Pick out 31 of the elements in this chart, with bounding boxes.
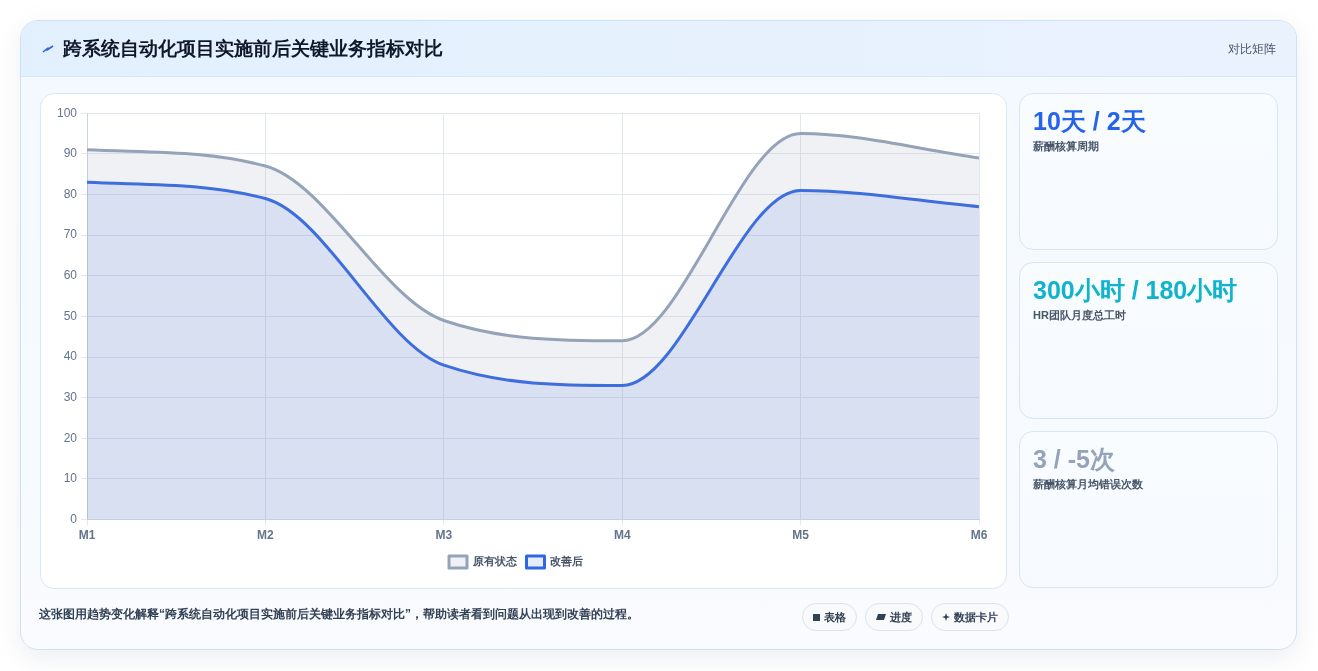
y-tick-label: 70: [63, 227, 78, 242]
chart-title: 跨系统自动化项目实施前后关键业务指标对比: [63, 37, 443, 61]
y-tick-label: 60: [63, 268, 78, 283]
x-tick-label: M1: [78, 528, 96, 543]
x-tick-label: M2: [257, 528, 275, 543]
x-tick-label: M5: [792, 528, 810, 543]
y-tick-label: 100: [56, 105, 78, 120]
text: 300小时 / 180小时: [1033, 275, 1238, 305]
text: 进度: [890, 609, 912, 625]
x-tick-label: M6: [970, 528, 988, 543]
y-tick-label: 80: [63, 186, 78, 201]
text: 薪酬核算周期: [1033, 139, 1099, 153]
y-tick-label: 30: [63, 389, 78, 404]
legend-label: 原有状态: [471, 555, 518, 568]
text: 10天 / 2天: [1033, 106, 1146, 136]
legend-label: 改善后: [550, 555, 583, 568]
y-tick-label: 50: [63, 308, 78, 323]
y-tick-label: 90: [63, 146, 78, 161]
y-tick-label: 20: [63, 430, 78, 445]
text: 3 / -5次: [1033, 444, 1115, 474]
text: 数据卡片: [954, 609, 998, 625]
text: HR团队月度总工时: [1033, 308, 1126, 322]
x-tick-label: M4: [613, 528, 631, 543]
y-tick-label: 40: [63, 349, 78, 364]
text: 薪酬核算月均错误次数: [1033, 477, 1143, 491]
text: 表格: [824, 609, 846, 625]
y-tick-label: 10: [63, 471, 78, 486]
text: 对比矩阵: [1228, 41, 1276, 57]
text: 这张图用趋势变化解释“跨系统自动化项目实施前后关键业务指标对比”，帮助读者看到问题从出现到改善的过程。: [39, 606, 639, 622]
y-tick-label: 0: [70, 511, 78, 526]
x-tick-label: M3: [435, 528, 453, 543]
